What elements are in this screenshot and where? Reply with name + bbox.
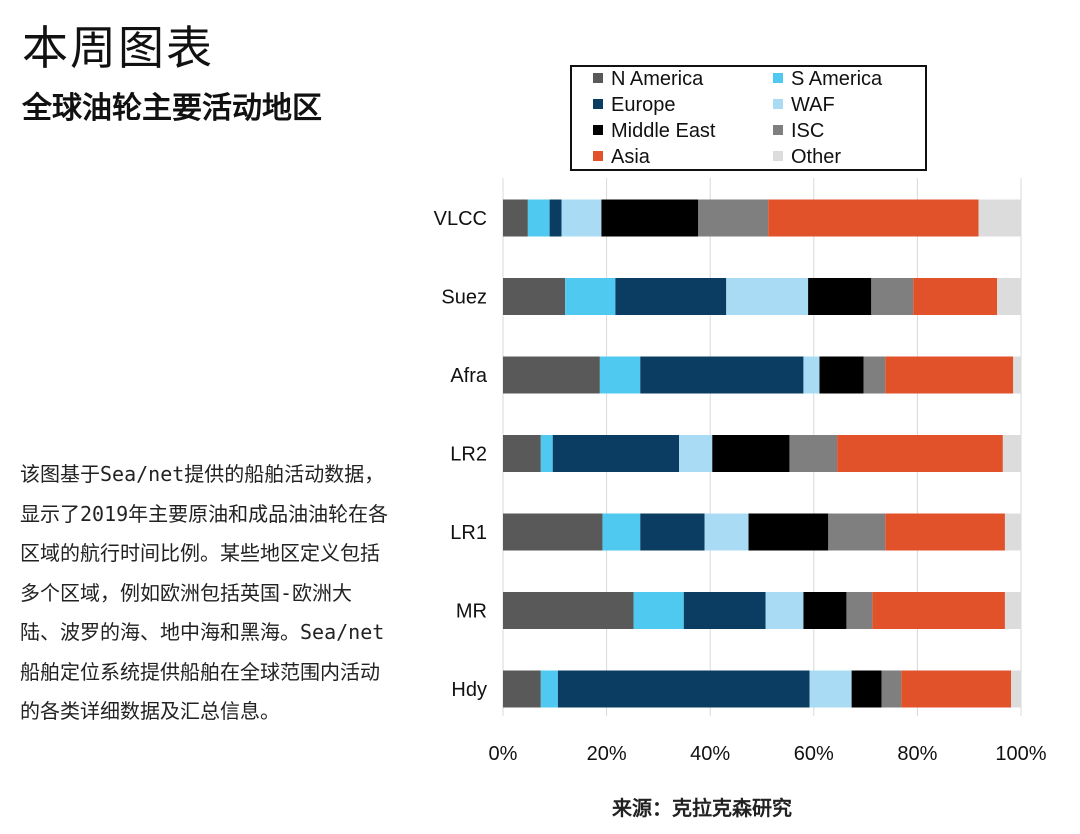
- bar-segment: [872, 592, 1005, 629]
- bar-segment: [901, 670, 1012, 708]
- category-label: Suez: [441, 287, 487, 309]
- legend-label: N America: [611, 68, 704, 90]
- bar-segment: [561, 199, 602, 237]
- chart-description: 该图基于Sea/net提供的船舶活动数据，显示了2019年主要原油和成品油油轮在…: [20, 462, 389, 723]
- bar-segment: [540, 670, 558, 708]
- category-labels: VLCC Suez Afra LR2 LR1 MR Hdy: [434, 208, 488, 701]
- legend-box: [570, 65, 927, 171]
- page-subtitle: 全球油轮主要活动地区: [22, 91, 322, 126]
- bar-segment: [997, 278, 1021, 315]
- bar-segment: [540, 435, 553, 472]
- bar-segment: [565, 278, 616, 315]
- bar-segment: [503, 356, 600, 394]
- bar-segment: [765, 592, 804, 629]
- bar-segment: [599, 356, 641, 394]
- bar-segment: [1004, 513, 1021, 551]
- page-title: 本周图表: [22, 21, 214, 75]
- bar-segment: [503, 435, 541, 472]
- bar-segment: [602, 513, 641, 551]
- bar-segment: [503, 513, 603, 551]
- bar-segment: [527, 199, 550, 237]
- category-label: MR: [456, 601, 487, 623]
- bar-segment: [1002, 435, 1021, 472]
- bar-segment: [503, 592, 634, 629]
- bar-segment: [704, 513, 749, 551]
- legend-label: Middle East: [611, 120, 716, 142]
- bar-segment: [881, 670, 902, 708]
- legend-swatch: [593, 151, 603, 161]
- bar-segment: [1004, 592, 1021, 629]
- bar-segment: [863, 356, 886, 394]
- bar-segment: [726, 278, 809, 315]
- bar-segment: [803, 592, 847, 629]
- legend-label: Asia: [611, 146, 651, 168]
- x-tick-label: 20%: [587, 743, 627, 765]
- bar-segment: [640, 513, 705, 551]
- bar-segment: [615, 278, 727, 315]
- source-note: 来源：克拉克森研究: [612, 796, 792, 820]
- bar-segment: [503, 278, 566, 315]
- legend-label: S America: [791, 68, 883, 90]
- bar-segment: [851, 670, 882, 708]
- legend: N America S America Europe WAF Middle East IS…: [570, 65, 927, 171]
- category-label: LR2: [450, 444, 487, 466]
- bar-segment: [885, 513, 1005, 551]
- bar-segment: [803, 356, 820, 394]
- bar-segment: [819, 356, 864, 394]
- bar-segment: [679, 435, 713, 472]
- x-tick-label: 80%: [897, 743, 937, 765]
- legend-label: Europe: [611, 94, 676, 116]
- bar-segment: [837, 435, 1003, 472]
- legend-swatch: [773, 125, 783, 135]
- bar-segment: [633, 592, 684, 629]
- bar-segment: [978, 199, 1021, 237]
- bar-segment: [557, 670, 810, 708]
- category-label: VLCC: [434, 208, 487, 230]
- bar-segment: [552, 435, 680, 472]
- bar-segment: [1013, 356, 1021, 394]
- legend-swatch: [593, 73, 603, 83]
- bar-segment: [871, 278, 914, 315]
- legend-swatch: [773, 151, 783, 161]
- bar-segment: [503, 199, 528, 237]
- bar-segment: [549, 199, 562, 237]
- legend-label: WAF: [791, 94, 835, 116]
- x-tick-label: 0%: [489, 743, 518, 765]
- bar-segment: [913, 278, 998, 315]
- category-label: Afra: [450, 365, 488, 387]
- bar-segment: [789, 435, 838, 472]
- bar-segment: [748, 513, 829, 551]
- bar-segment: [828, 513, 886, 551]
- bar-segment: [1011, 670, 1021, 708]
- x-tick-label: 100%: [995, 743, 1046, 765]
- legend-swatch: [773, 99, 783, 109]
- bar-segment: [640, 356, 804, 394]
- bar-segment: [885, 356, 1014, 394]
- category-label: LR1: [450, 522, 487, 544]
- legend-label: ISC: [791, 120, 824, 142]
- x-tick-label: 60%: [794, 743, 834, 765]
- bar-segment: [809, 670, 852, 708]
- bar-segment: [503, 670, 541, 708]
- bar-segment: [683, 592, 766, 629]
- bar-segment: [846, 592, 873, 629]
- category-label: Hdy: [451, 679, 487, 701]
- x-tick-label: 40%: [690, 743, 730, 765]
- bar-segment: [808, 278, 872, 315]
- legend-swatch: [593, 125, 603, 135]
- legend-label: Other: [791, 146, 841, 168]
- legend-swatch: [593, 99, 603, 109]
- bars: [503, 199, 1021, 708]
- bar-segment: [712, 435, 790, 472]
- x-axis-tick-labels: 0% 20% 40% 60% 80% 100%: [489, 743, 1047, 765]
- legend-swatch: [773, 73, 783, 83]
- bar-segment: [601, 199, 699, 237]
- bar-segment: [698, 199, 769, 237]
- bar-segment: [768, 199, 979, 237]
